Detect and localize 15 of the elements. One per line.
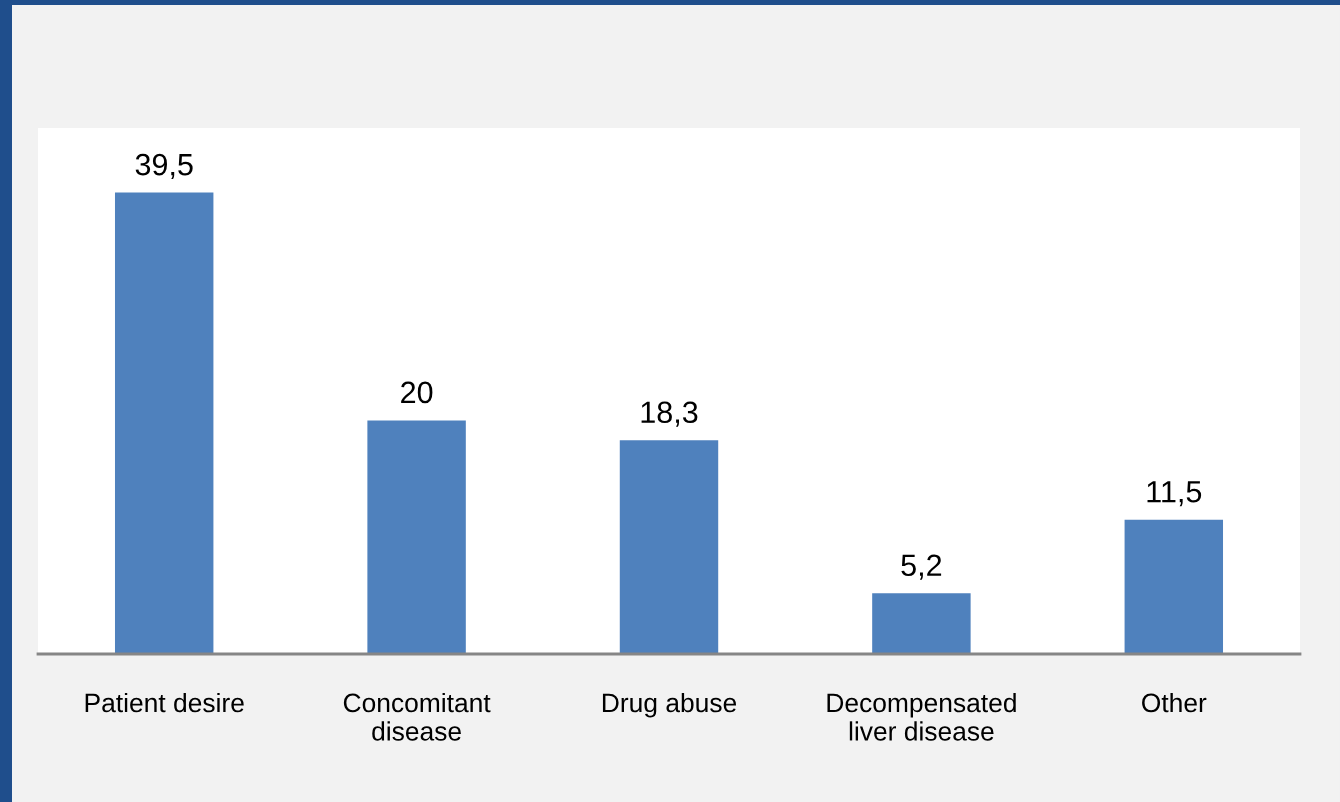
data-label: 20: [401, 381, 433, 404]
bar: [1124, 519, 1224, 654]
x-tick-label: Decompensated liver disease: [827, 692, 1016, 741]
x-tick-label: Other: [1142, 692, 1207, 713]
x-tick-label: Drug abuse: [602, 692, 737, 718]
data-label: 39,5: [135, 153, 193, 180]
bar: [872, 593, 971, 654]
data-label: 18,3: [641, 401, 698, 427]
data-label: 5,2: [901, 554, 942, 580]
bar: [619, 440, 719, 654]
data-label: 11,5: [1147, 481, 1202, 507]
bar: [114, 192, 214, 654]
x-tick-label: Patient desire: [85, 692, 244, 713]
bar: [367, 420, 466, 654]
x-tick-label: Concomitant disease: [343, 692, 491, 741]
